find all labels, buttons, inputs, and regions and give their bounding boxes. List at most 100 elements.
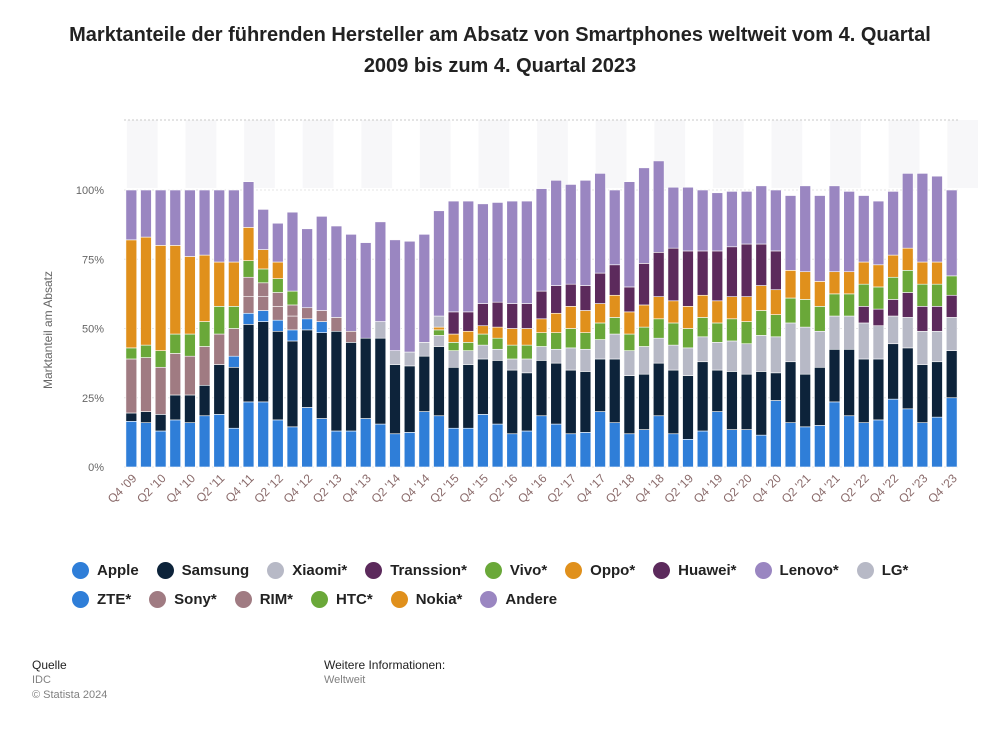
bar-segment: [814, 195, 826, 282]
legend-item[interactable]: HTC*: [311, 591, 373, 608]
bar-segment: [755, 310, 767, 336]
bar-segment: [726, 191, 738, 248]
bar-segment: [213, 414, 225, 468]
bar-segment: [696, 189, 709, 252]
bar-segment: [213, 333, 225, 365]
bar-segment: [711, 322, 724, 343]
bar-segment: [623, 333, 636, 351]
bar-segment: [477, 203, 489, 304]
bar-segment: [916, 173, 929, 263]
bar-segment: [858, 322, 870, 360]
bar-segment: [272, 419, 284, 468]
legend-label: RIM*: [259, 591, 294, 608]
legend-swatch: [653, 562, 671, 579]
bar-segment: [521, 344, 533, 360]
bar-segment: [667, 247, 680, 302]
bar-segment: [330, 430, 343, 468]
legend-item[interactable]: Samsung: [156, 562, 250, 579]
legend-item[interactable]: Vivo*: [484, 562, 547, 579]
bar-segment: [345, 234, 357, 332]
bar-segment: [154, 430, 167, 468]
legend-swatch: [390, 591, 408, 608]
bar-segment: [535, 415, 548, 468]
bar-segment: [521, 372, 533, 432]
bar-segment: [330, 330, 343, 432]
bar-segment: [272, 222, 284, 263]
top-band: [712, 120, 744, 188]
bar-segment: [286, 211, 299, 292]
bar-segment: [696, 430, 709, 468]
bar-segment: [462, 364, 474, 429]
bar-segment: [872, 264, 885, 288]
bar-segment: [916, 306, 929, 332]
source-value[interactable]: IDC: [32, 674, 51, 686]
bar-segment: [696, 317, 709, 338]
legend-item[interactable]: ZTE*: [72, 591, 131, 608]
x-tick-label: Q2 '11: [193, 471, 227, 505]
legend-item[interactable]: Sony*: [149, 591, 217, 608]
bar-segment: [433, 326, 445, 331]
legend-item[interactable]: Xiaomi*: [267, 562, 347, 579]
bar-segment: [711, 300, 724, 324]
bar-segment: [916, 364, 929, 423]
bar-segment: [345, 430, 357, 468]
legend-item[interactable]: Transsion*: [365, 562, 467, 579]
bar-segment: [609, 294, 621, 318]
bar-segment: [872, 325, 885, 360]
bar-segment: [154, 245, 167, 351]
x-tick-label: Q2 '14: [368, 471, 403, 506]
bar-segment: [359, 337, 372, 419]
bar-segment: [638, 167, 650, 264]
legend-item[interactable]: LG*: [856, 562, 908, 579]
bar-segment: [140, 422, 152, 468]
legend-item[interactable]: Andere: [480, 591, 557, 608]
bar-segment: [945, 397, 958, 468]
bar-segment: [565, 347, 577, 371]
bar-segment: [316, 321, 328, 333]
legend-item[interactable]: Nokia*: [390, 591, 462, 608]
bar-segment: [609, 317, 621, 335]
bar-segment: [726, 318, 738, 342]
x-tick-label: Q4 '12: [281, 471, 316, 506]
bar-segment: [814, 366, 826, 426]
bar-segment: [403, 240, 416, 353]
legend-label: HTC*: [336, 591, 373, 608]
legend-item[interactable]: RIM*: [234, 591, 294, 608]
more-info-value[interactable]: Weltweit: [324, 674, 366, 686]
bar-segment: [755, 434, 767, 468]
bar-segment: [858, 422, 870, 468]
legend-item[interactable]: Oppo*: [565, 562, 635, 579]
bar-segment: [755, 335, 767, 372]
bar-segment: [858, 358, 870, 423]
bar-segment: [843, 415, 855, 468]
bar-segment: [843, 348, 855, 417]
bar-segment: [843, 191, 855, 273]
bar-segment: [213, 306, 225, 335]
x-tick-label: Q2 '16: [486, 471, 521, 506]
bar-segment: [184, 394, 196, 423]
x-tick-label: Q2 '10: [134, 471, 169, 506]
bar-segment: [623, 375, 636, 435]
bar-segment: [257, 321, 269, 403]
bar-segment: [565, 433, 577, 468]
bar-segment: [242, 227, 255, 261]
bar-segment: [784, 195, 797, 271]
bar-segment: [184, 333, 196, 357]
bar-segment: [154, 366, 167, 415]
legend-item[interactable]: Apple: [72, 562, 139, 579]
bar-segment: [770, 289, 782, 315]
bar-segment: [770, 400, 782, 468]
legend-item[interactable]: Huawei*: [653, 562, 737, 579]
bar-segment: [301, 318, 313, 331]
x-tick-label: Q4 '23: [925, 471, 960, 506]
legend-item[interactable]: Lenovo*: [754, 562, 839, 579]
bar-segment: [491, 202, 504, 303]
bar-segment: [535, 188, 548, 292]
legend-label: Samsung: [181, 562, 250, 579]
bar-segment: [242, 312, 255, 325]
bar-segment: [154, 350, 167, 368]
x-tick-label: Q4 '18: [632, 471, 667, 506]
bar-segment: [374, 321, 387, 339]
bar-segment: [726, 371, 738, 430]
bar-segment: [858, 306, 870, 324]
